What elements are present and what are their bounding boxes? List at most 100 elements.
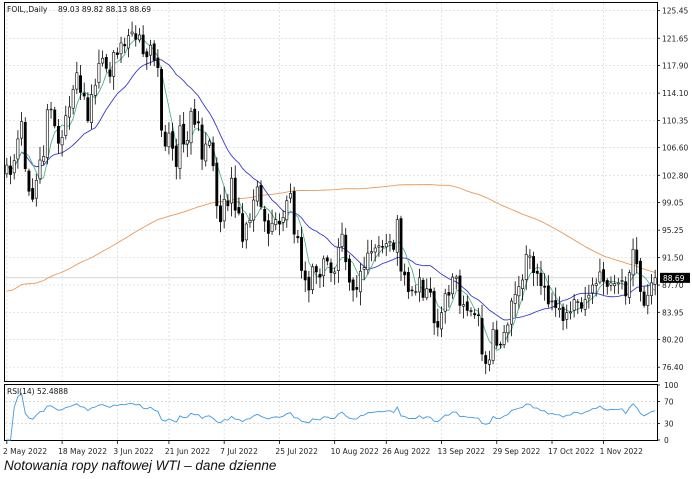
candle xyxy=(230,167,233,217)
candle xyxy=(104,53,108,73)
candle-body xyxy=(554,300,558,308)
candle-body xyxy=(126,35,130,49)
candle-body xyxy=(506,324,510,334)
candle-body xyxy=(64,115,68,136)
candle-body xyxy=(377,245,381,248)
candle xyxy=(171,122,175,161)
candle xyxy=(244,221,248,249)
candle-body xyxy=(609,282,613,286)
candle xyxy=(535,263,539,286)
candle-body xyxy=(373,247,377,253)
candle xyxy=(9,156,12,185)
candle xyxy=(568,301,572,320)
candle xyxy=(20,111,24,146)
candle xyxy=(12,154,16,180)
candle-body xyxy=(344,234,348,263)
candle xyxy=(414,284,418,296)
candle xyxy=(355,275,359,298)
candle-body xyxy=(591,284,594,294)
candle-body xyxy=(583,299,587,310)
candle xyxy=(204,132,208,167)
candle-body xyxy=(336,246,340,272)
price-tick-label: 87.70 xyxy=(662,281,684,290)
candle xyxy=(60,130,64,157)
candle-body xyxy=(370,251,373,254)
candle-body xyxy=(624,281,628,297)
candle-body xyxy=(546,285,550,305)
candle xyxy=(565,304,569,329)
candle-body xyxy=(115,52,119,55)
candle-body xyxy=(123,44,127,47)
rsi-tick-label: 100 xyxy=(664,381,679,390)
candle xyxy=(476,307,480,327)
candle xyxy=(580,297,583,313)
candle xyxy=(222,186,226,229)
candle xyxy=(646,284,650,315)
candle xyxy=(185,131,189,157)
candle xyxy=(97,49,101,89)
candle xyxy=(178,115,182,180)
candle-body xyxy=(167,132,171,148)
candle xyxy=(425,278,429,301)
candle-body xyxy=(145,51,149,58)
rsi-tick-label: 30 xyxy=(664,420,674,429)
time-tick-label: 17 Oct 2022 xyxy=(548,447,595,456)
candle-body xyxy=(244,223,248,241)
candle xyxy=(377,236,381,257)
candle-body xyxy=(359,270,362,293)
candle-body xyxy=(598,271,602,283)
candle xyxy=(506,322,510,343)
candle xyxy=(90,84,94,129)
candle-body xyxy=(392,242,396,250)
candle-body xyxy=(97,63,101,83)
candle-body xyxy=(222,198,226,222)
candle-body xyxy=(266,220,270,234)
candle-body xyxy=(399,218,403,272)
candle xyxy=(82,82,86,100)
candle-body xyxy=(602,269,606,282)
candle xyxy=(5,158,9,178)
candle-body xyxy=(189,111,193,144)
candle xyxy=(635,237,639,273)
candle-body xyxy=(130,31,134,35)
candle-body xyxy=(532,256,536,273)
candle xyxy=(226,193,230,212)
candle xyxy=(233,165,237,218)
candle-body xyxy=(642,291,646,306)
candle xyxy=(296,230,300,244)
candle-body xyxy=(605,280,609,287)
candle xyxy=(521,274,524,301)
candle-body xyxy=(156,57,160,68)
candle-body xyxy=(351,279,355,291)
candle xyxy=(112,50,116,90)
candle-body xyxy=(355,287,359,290)
candle-body xyxy=(42,156,46,162)
candle-body xyxy=(473,313,477,316)
candle xyxy=(557,296,561,318)
time-tick-label: 18 May 2022 xyxy=(58,447,107,456)
candle-body xyxy=(12,160,16,174)
candle-body xyxy=(447,292,451,296)
time-tick-label: 26 Aug 2022 xyxy=(382,447,430,456)
candle-body xyxy=(53,109,57,127)
candle xyxy=(598,258,602,285)
candle xyxy=(68,96,71,130)
last-price-marker: 88.69 xyxy=(660,272,690,283)
candle xyxy=(193,99,197,129)
price-tick-label: 106.60 xyxy=(662,144,688,153)
candle-body xyxy=(285,200,289,221)
candle xyxy=(329,258,333,282)
price-tick-label: 91.50 xyxy=(662,253,684,262)
candle xyxy=(458,269,462,315)
candle-body xyxy=(484,355,488,364)
time-tick-label: 3 Jun 2022 xyxy=(113,447,154,456)
candle xyxy=(189,107,193,155)
candle xyxy=(314,264,318,285)
candle-body xyxy=(451,276,455,295)
last-price-label: 88.69 xyxy=(663,274,685,283)
candle-body xyxy=(631,249,635,276)
candle xyxy=(454,274,458,290)
candle xyxy=(325,255,329,266)
candle-body xyxy=(296,236,300,239)
candle-body xyxy=(237,207,241,214)
